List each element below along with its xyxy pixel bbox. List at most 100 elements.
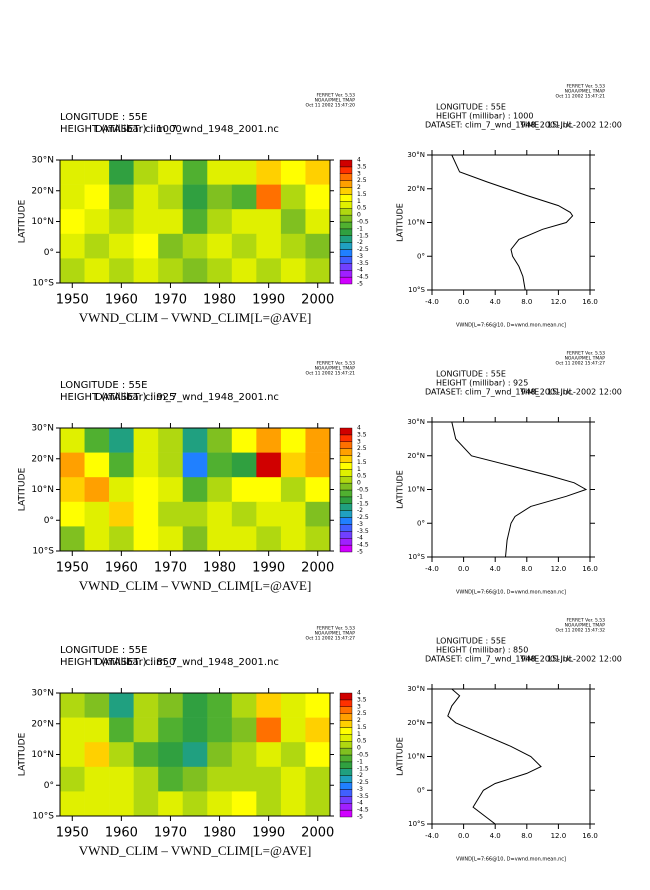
heat-cell (231, 160, 257, 185)
heat-cell (182, 209, 208, 235)
colorbar-swatch (339, 187, 353, 195)
stamp: Oct 11 2002 15:47:21 (306, 371, 356, 377)
y-tick-label: 10°S (408, 820, 425, 828)
heat-cell (109, 233, 134, 259)
heat-cell (133, 184, 159, 210)
plot-frame (431, 421, 591, 558)
heat-cell (256, 428, 282, 453)
colorbar-label: -4.5 (357, 807, 369, 814)
colorbar-label: -1 (357, 225, 363, 232)
colorbar-swatch (339, 270, 353, 278)
heat-cell (158, 428, 184, 453)
heat-cell (133, 428, 159, 453)
y-tick-label: 0° (417, 252, 425, 260)
colorbar-label: -1 (357, 758, 363, 765)
heat-cell (256, 160, 282, 185)
heat-cell (182, 160, 208, 185)
heat-cell (158, 184, 184, 210)
heat-cell (256, 233, 282, 259)
y-tick-label: 10°S (32, 812, 54, 822)
colorbar-label: -3.5 (357, 528, 369, 535)
heat-cell (207, 160, 233, 185)
colorbar-swatch (339, 510, 353, 518)
heat-cell (231, 209, 257, 235)
heat-cell (256, 258, 282, 284)
heat-cell (84, 742, 110, 768)
colorbar-swatch (339, 768, 353, 776)
heat-cell (231, 717, 257, 743)
colorbar-label: 2 (357, 184, 361, 191)
stamp: NOAA/PMEL TMAP (315, 366, 356, 372)
heat-cell (182, 428, 208, 453)
colorbar-label: 1.5 (357, 459, 367, 466)
heat-cell (60, 160, 85, 185)
heat-cell (158, 766, 184, 792)
heat-cell (60, 428, 85, 453)
colorbar-swatch (339, 754, 353, 763)
colorbar-swatch (339, 476, 353, 484)
colorbar-swatch (339, 789, 353, 797)
stamp: FERRET Ver. 5.53 (316, 626, 355, 632)
colorbar-swatch (339, 462, 353, 470)
colorbar-label: -3 (357, 521, 363, 528)
heat-cell (182, 233, 208, 259)
heat-cell (280, 428, 306, 453)
heat-cell (60, 258, 85, 284)
heat-cell (207, 717, 233, 743)
colorbar-label: 3.5 (357, 163, 367, 170)
stamp: NOAA/PMEL TMAP (565, 356, 606, 362)
heat-cell (133, 160, 159, 185)
heat-cell (84, 258, 110, 284)
y-tick-label: 30°N (31, 689, 54, 699)
y-tick-label: 10°S (408, 553, 425, 561)
colorbar-label: -4 (357, 800, 363, 807)
heat-cell (109, 693, 134, 718)
heat-cell (207, 184, 233, 210)
colorbar-swatch (339, 180, 353, 188)
x-tick-label: 2000 (301, 561, 334, 576)
heat-cell (109, 791, 134, 817)
heat-cell (158, 160, 184, 185)
heat-cell (256, 693, 282, 718)
x-tick-label: 0.0 (458, 565, 469, 573)
y-tick-label: 10°N (31, 217, 54, 227)
heat-cell (280, 233, 306, 259)
heat-cell (109, 717, 134, 743)
header: LONGITUDE : 55E (60, 380, 147, 391)
heat-cell (158, 742, 184, 768)
heat-cell (133, 742, 159, 768)
plot-frame (431, 688, 591, 825)
stamp: Oct 11 2002 15:47:32 (556, 628, 606, 634)
colorbar-swatch (339, 720, 353, 728)
heat-cell (84, 766, 110, 792)
x-axis-label: VWND_CLIM – VWND_CLIM[L=@AVE] (79, 310, 312, 325)
colorbar-label: 3 (357, 438, 361, 445)
stamp: NOAA/PMEL TMAP (565, 623, 606, 629)
y-axis-label: LATITUDE (396, 737, 405, 776)
y-tick-label: 30°N (31, 156, 54, 166)
heat-cell (84, 693, 110, 718)
heat-cell (207, 766, 233, 792)
y-tick-label: 10°N (31, 485, 54, 495)
colorbar-swatch (339, 173, 353, 181)
colorbar-label: 0 (357, 212, 361, 219)
heat-cell (60, 501, 85, 527)
heat-cell (207, 477, 233, 503)
heat-cell (133, 501, 159, 527)
heat-cell (133, 233, 159, 259)
y-tick-label: 20°N (407, 719, 425, 727)
time: TIME : 15-JUL-2002 12:00 (519, 388, 622, 397)
heat-cell (182, 693, 208, 718)
dataset: DATASET: clim_7_wnd_1948_2001.nc (95, 657, 279, 668)
heat-cell (231, 233, 257, 259)
y-tick-label: 10°N (407, 219, 425, 227)
colorbar-label: -2 (357, 772, 363, 779)
heat-cell (158, 526, 184, 552)
colorbar-label: -5 (357, 549, 363, 556)
x-axis-label: VWND_CLIM – VWND_CLIM[L=@AVE] (79, 843, 312, 858)
heat-cell (305, 428, 331, 453)
colorbar-label: 1 (357, 466, 361, 473)
heat-cell (280, 258, 306, 284)
colorbar-swatch (339, 208, 353, 216)
colorbar-swatch (339, 434, 353, 442)
